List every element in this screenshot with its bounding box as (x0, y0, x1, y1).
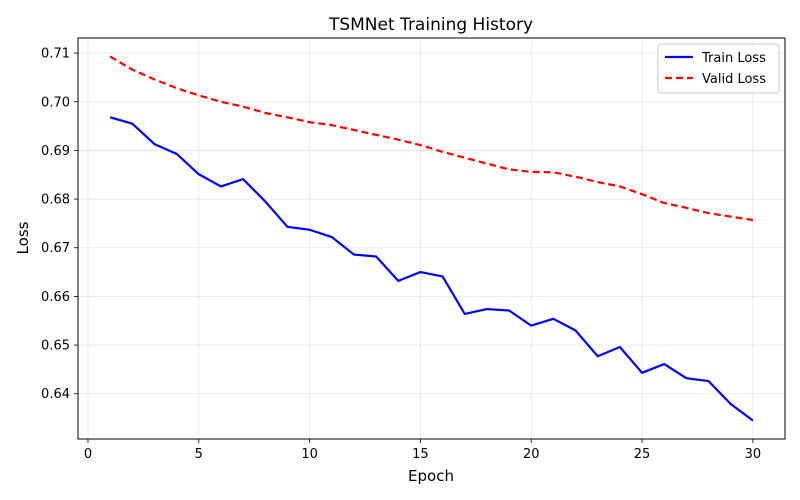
x-tick-label: 10 (301, 447, 318, 462)
x-tick-label: 25 (634, 447, 651, 462)
y-tick-label: 0.69 (41, 144, 70, 159)
x-tick-label: 0 (84, 447, 92, 462)
grid (78, 38, 785, 439)
x-tick-label: 15 (412, 447, 429, 462)
legend-label-valid: Valid Loss (702, 72, 766, 87)
legend: Train Loss Valid Loss (657, 43, 780, 94)
series-layer (109, 55, 754, 422)
y-tick-label: 0.71 (41, 47, 70, 62)
y-tick-label: 0.67 (41, 241, 70, 256)
y-tick-label: 0.68 (41, 193, 70, 208)
y-axis-label: Loss (14, 221, 32, 254)
x-axis-label: Epoch (408, 467, 454, 485)
plot-frame (77, 37, 786, 440)
chart-title: TSMNet Training History (328, 15, 533, 35)
x-tick-label: 5 (195, 447, 203, 462)
legend-label-train: Train Loss (701, 51, 766, 66)
y-tick-label: 0.66 (41, 290, 70, 305)
x-tick-label: 30 (745, 447, 762, 462)
y-tick-label: 0.65 (41, 339, 70, 354)
axes: 0 5 10 15 20 25 30 0.64 0.65 0.66 0.67 0.68 0.69 0.70… (41, 47, 761, 462)
train-loss-line (109, 116, 754, 422)
valid-loss-line (109, 55, 754, 222)
y-tick-label: 0.64 (41, 387, 70, 402)
x-tick-label: 20 (523, 447, 540, 462)
y-tick-label: 0.70 (41, 95, 70, 110)
